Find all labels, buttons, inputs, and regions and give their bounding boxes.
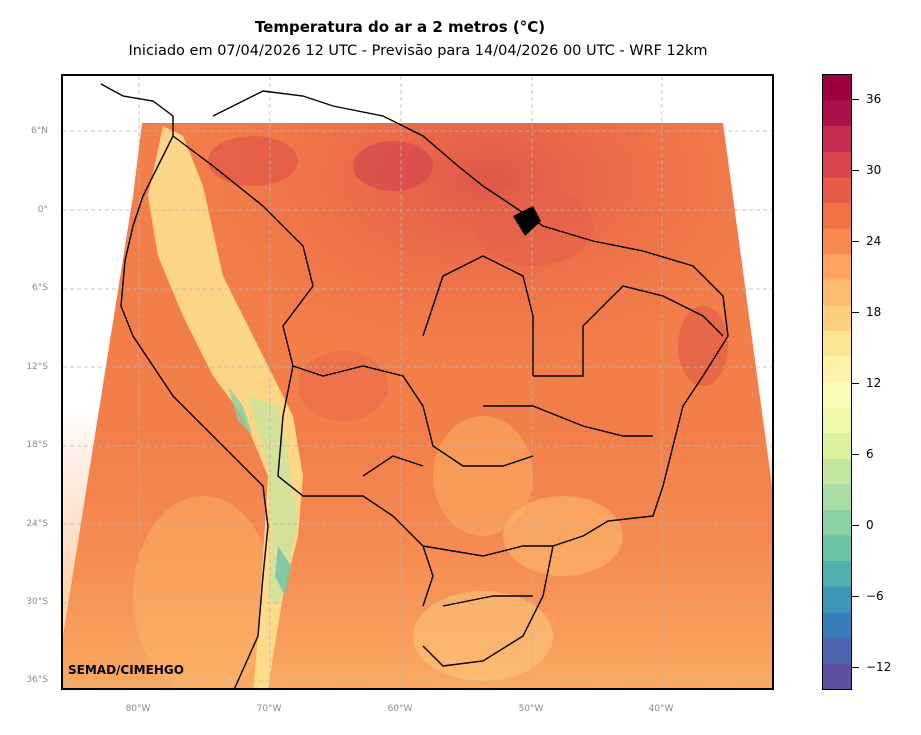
lat-label-12s: 12°S [26, 362, 48, 372]
colorbar-label: 36 [866, 92, 882, 106]
colorbar-tick [852, 170, 859, 171]
lat-label-36s: 36°S [26, 675, 48, 685]
lat-label-18s: 18°S [26, 440, 48, 450]
map-title: Temperatura do ar a 2 metros (°C) [254, 18, 546, 36]
colorbar-tick [852, 667, 859, 668]
lat-label-0: 0° [37, 205, 48, 215]
lon-label-50w: 50°W [518, 704, 544, 714]
colorbar-tick [852, 312, 859, 313]
colorbar-label: 6 [866, 447, 874, 461]
colorbar-tick [852, 99, 859, 100]
colorbar-label: 0 [866, 518, 874, 532]
colorbar-label: 30 [866, 163, 882, 177]
colorbar-label: 18 [866, 305, 882, 319]
colorbar-tick [852, 241, 859, 242]
lat-label-6n: 6°N [31, 126, 48, 136]
lon-label-40w: 40°W [648, 704, 674, 714]
colorbar-label: −12 [866, 660, 892, 674]
colorbar-tick [852, 454, 859, 455]
lon-label-80w: 80°W [125, 704, 151, 714]
colorbar-tick [852, 596, 859, 597]
colorbar-label: 12 [866, 376, 882, 390]
colorbar-label: −6 [866, 589, 884, 603]
lat-label-24s: 24°S [26, 519, 48, 529]
lat-label-6s: 6°S [32, 283, 48, 293]
colorbar [822, 74, 852, 690]
graticule [63, 76, 772, 688]
colorbar-label: 24 [866, 234, 882, 248]
lon-label-60w: 60°W [387, 704, 413, 714]
andes-cool-band [148, 126, 303, 688]
credit-label: SEMAD/CIMEHGO [68, 663, 184, 677]
borders [100, 83, 729, 688]
lat-label-30s: 30°S [26, 597, 48, 607]
colorbar-tick [852, 383, 859, 384]
lon-label-70w: 70°W [256, 704, 282, 714]
colorbar-tick [852, 525, 859, 526]
temperature-map [63, 76, 772, 688]
map-panel [61, 74, 774, 690]
map-subtitle: Iniciado em 07/04/2026 12 UTC - Previsão… [128, 43, 708, 59]
